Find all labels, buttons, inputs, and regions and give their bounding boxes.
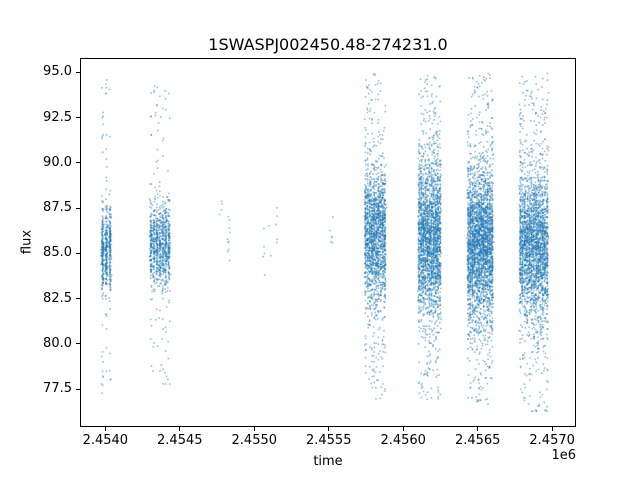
y-tick-label: 80.0 — [43, 335, 72, 351]
x-axis-label: time — [313, 454, 343, 469]
scatter-points-canvas — [81, 59, 575, 426]
y-tick-mark — [76, 298, 80, 300]
x-tick-mark — [328, 427, 330, 431]
y-tick-label: 77.5 — [43, 381, 72, 396]
x-tick-mark — [253, 427, 255, 431]
plot-area — [80, 58, 576, 427]
x-tick-mark — [104, 427, 106, 431]
y-tick-label: 90.0 — [43, 154, 72, 170]
y-tick-mark — [76, 388, 80, 390]
y-tick-mark — [76, 252, 80, 254]
x-tick-label: 2.4560 — [380, 433, 426, 448]
x-tick-label: 2.4555 — [305, 433, 352, 448]
x-tick-label: 2.4545 — [157, 433, 203, 448]
y-tick-mark — [76, 71, 80, 73]
y-tick-label: 82.5 — [43, 290, 72, 306]
chart-title: 1SWASPJ002450.48-274231.0 — [208, 35, 448, 54]
y-tick-mark — [76, 207, 80, 209]
y-tick-label: 85.0 — [43, 245, 72, 261]
y-tick-label: 95.0 — [43, 64, 72, 80]
x-tick-label: 2.4550 — [231, 433, 278, 448]
y-tick-mark — [76, 162, 80, 164]
y-tick-mark — [76, 117, 80, 119]
x-axis-offset-label: 1e6 — [551, 448, 576, 463]
x-tick-mark — [179, 427, 181, 431]
x-tick-mark — [551, 427, 553, 431]
x-tick-mark — [402, 427, 404, 431]
x-tick-label: 2.4540 — [82, 433, 129, 448]
y-tick-label: 87.5 — [43, 200, 72, 216]
x-tick-label: 2.4570 — [529, 433, 575, 448]
x-tick-mark — [477, 427, 479, 431]
x-tick-label: 2.4565 — [454, 433, 501, 448]
y-tick-mark — [76, 343, 80, 345]
y-tick-label: 92.5 — [43, 109, 72, 125]
